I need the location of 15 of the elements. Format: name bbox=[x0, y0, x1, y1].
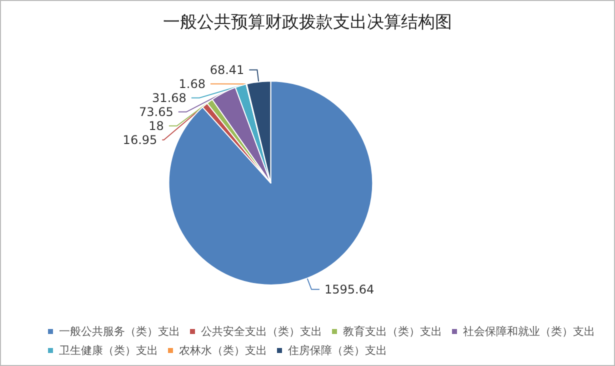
data-label: 68.41 bbox=[210, 62, 244, 77]
chart-title: 一般公共预算财政拨款支出决算结构图 bbox=[163, 12, 452, 32]
legend-label: 社会保障和就业（类）支出 bbox=[463, 325, 595, 338]
data-label: 1595.64 bbox=[324, 282, 374, 296]
data-label: 16.95 bbox=[122, 132, 158, 147]
legend-label: 住房保障（类）支出 bbox=[288, 344, 387, 357]
legend-label: 公共安全支出（类）支出 bbox=[201, 325, 322, 338]
data-label: 31.68 bbox=[152, 90, 186, 105]
data-label: 73.65 bbox=[139, 104, 174, 119]
legend-label: 卫生健康（类）支出 bbox=[59, 344, 158, 357]
legend-label: 农林水（类）支出 bbox=[179, 344, 267, 357]
data-label: 1.68 bbox=[178, 76, 206, 91]
legend-label: 教育支出（类）支出 bbox=[343, 325, 442, 338]
data-label: 18 bbox=[148, 118, 164, 133]
legend-label: 一般公共服务（类）支出 bbox=[59, 325, 180, 338]
